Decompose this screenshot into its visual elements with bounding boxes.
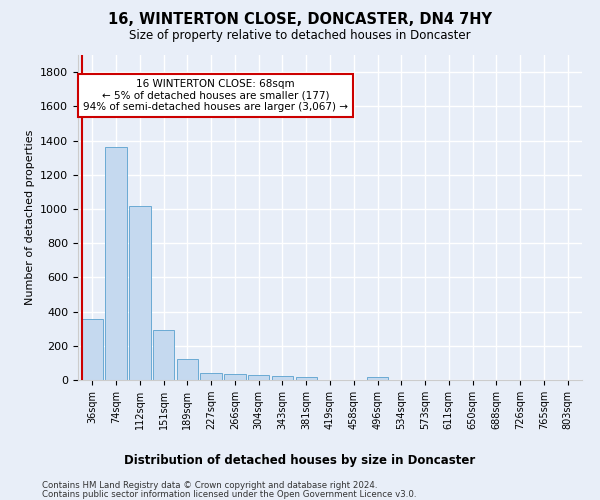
Bar: [224, 374, 245, 380]
Text: Contains HM Land Registry data © Crown copyright and database right 2024.: Contains HM Land Registry data © Crown c…: [42, 481, 377, 490]
Bar: [367, 376, 388, 380]
Bar: [296, 376, 317, 380]
Text: 16 WINTERTON CLOSE: 68sqm
← 5% of detached houses are smaller (177)
94% of semi-: 16 WINTERTON CLOSE: 68sqm ← 5% of detach…: [83, 79, 348, 112]
Y-axis label: Number of detached properties: Number of detached properties: [25, 130, 35, 305]
Bar: [272, 376, 293, 380]
Text: Contains public sector information licensed under the Open Government Licence v3: Contains public sector information licen…: [42, 490, 416, 499]
Text: 16, WINTERTON CLOSE, DONCASTER, DN4 7HY: 16, WINTERTON CLOSE, DONCASTER, DN4 7HY: [108, 12, 492, 28]
Bar: [200, 373, 222, 380]
Text: Distribution of detached houses by size in Doncaster: Distribution of detached houses by size …: [124, 454, 476, 467]
Bar: [153, 330, 174, 380]
Bar: [248, 375, 269, 380]
Bar: [106, 148, 127, 380]
Text: Size of property relative to detached houses in Doncaster: Size of property relative to detached ho…: [129, 29, 471, 42]
Bar: [176, 358, 198, 380]
Bar: [129, 206, 151, 380]
Bar: [82, 320, 103, 380]
